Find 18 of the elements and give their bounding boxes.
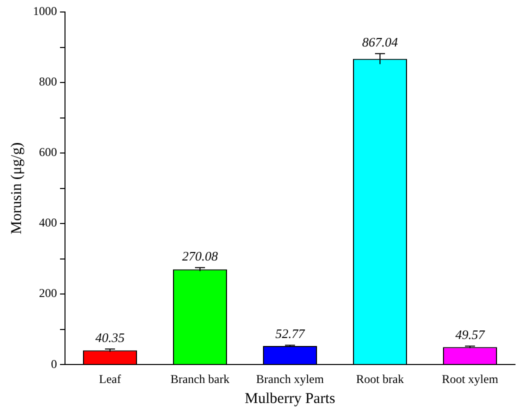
data-label: 52.77 xyxy=(275,326,306,342)
y-tick-label: 200 xyxy=(39,286,57,300)
y-tick-label: 800 xyxy=(39,74,57,89)
y-tick-label: 400 xyxy=(39,216,57,230)
data-label: 49.57 xyxy=(455,326,486,342)
y-axis-title: Morusin (μg/g) xyxy=(8,142,25,234)
x-tick-label: Branch bark xyxy=(170,372,230,386)
data-label: 270.08 xyxy=(182,248,218,264)
y-tick-label: 600 xyxy=(39,145,57,160)
y-tick-label: 0 xyxy=(51,356,57,371)
x-tick-label: Leaf xyxy=(99,372,121,386)
x-axis-title: Mulberry Parts xyxy=(244,390,336,407)
x-tick-label: Branch xylem xyxy=(256,372,324,386)
data-label: 867.04 xyxy=(362,34,398,50)
x-tick-label: Root brak xyxy=(356,372,404,386)
x-tick-label: Root xylem xyxy=(442,372,499,386)
data-label: 40.35 xyxy=(95,330,126,345)
y-tick-label: 1000 xyxy=(33,4,57,18)
